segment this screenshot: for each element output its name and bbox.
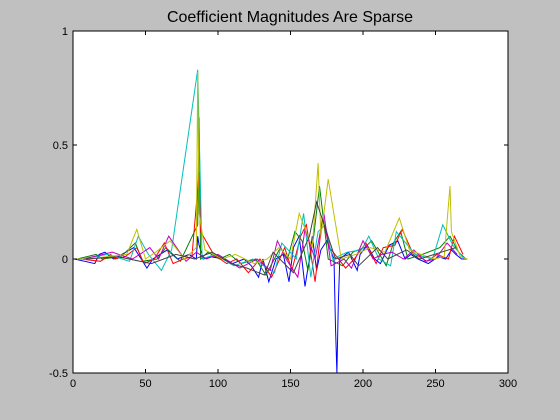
y-tick-label: 1 xyxy=(62,26,68,38)
y-tick-label: 0.5 xyxy=(53,140,68,152)
x-tick-label: 250 xyxy=(426,378,444,390)
x-tick-label: 200 xyxy=(354,378,372,390)
y-tick-label: 0 xyxy=(62,254,68,266)
x-tick-label: 100 xyxy=(209,378,227,390)
x-tick-label: 0 xyxy=(70,378,76,390)
x-tick-label: 300 xyxy=(499,378,517,390)
y-tick-label: -0.5 xyxy=(49,368,68,380)
x-tick-label: 150 xyxy=(281,378,299,390)
axes-background xyxy=(73,31,508,373)
x-tick-label: 50 xyxy=(139,378,151,390)
chart-title: Coefficient Magnitudes Are Sparse xyxy=(167,9,413,26)
